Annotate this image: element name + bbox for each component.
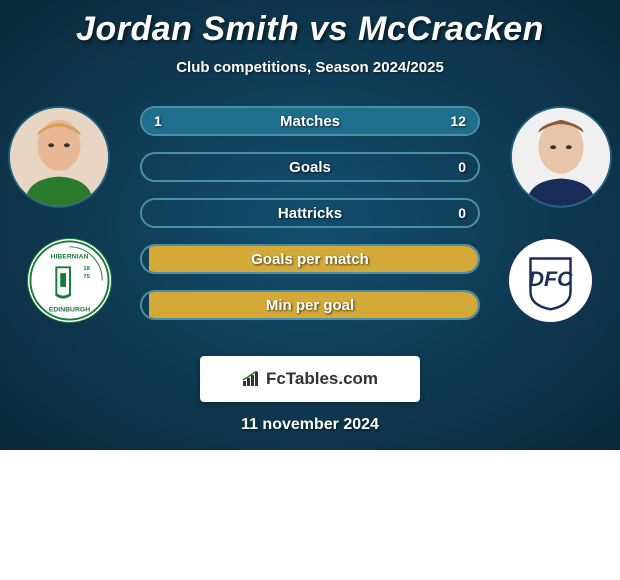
stat-label: Min per goal: [142, 292, 478, 318]
dundee-crest-icon: DFC: [509, 238, 592, 323]
content-area: HIBERNIAN 18 75 EDINBURGH DFC 112Matches…: [0, 106, 620, 346]
brand-text: FcTables.com: [242, 369, 378, 389]
stat-label: Matches: [142, 108, 478, 134]
stat-label: Goals per match: [142, 246, 478, 272]
chart-icon: [242, 371, 262, 387]
player-left-silhouette: [10, 108, 108, 206]
brand-badge: FcTables.com: [200, 356, 420, 402]
svg-text:75: 75: [83, 274, 90, 280]
club-left-logo: HIBERNIAN 18 75 EDINBURGH: [27, 238, 112, 323]
date-text: 11 november 2024: [0, 416, 620, 434]
brand-label: FcTables.com: [266, 369, 378, 389]
bottom-whitespace: [0, 450, 620, 580]
svg-text:HIBERNIAN: HIBERNIAN: [51, 254, 89, 261]
comparison-card: Jordan Smith vs McCracken Club competiti…: [0, 0, 620, 450]
stat-bars-container: 112Matches 0Goals 0Hattricks Goals per matc…: [140, 106, 480, 336]
svg-text:DFC: DFC: [528, 267, 573, 291]
stat-label: Goals: [142, 154, 478, 180]
player-right-avatar: [510, 106, 612, 208]
svg-text:EDINBURGH: EDINBURGH: [49, 306, 90, 313]
stat-bar-row: 0Hattricks: [140, 198, 480, 228]
subtitle: Club competitions, Season 2024/2025: [0, 59, 620, 76]
player-right-silhouette: [512, 108, 610, 206]
page-title: Jordan Smith vs McCracken: [0, 0, 620, 49]
stat-bar-row: Goals per match: [140, 244, 480, 274]
hibernian-crest-icon: HIBERNIAN 18 75 EDINBURGH: [28, 238, 111, 323]
stat-bar-row: Min per goal: [140, 290, 480, 320]
player-left-avatar: [8, 106, 110, 208]
club-right-logo: DFC: [508, 238, 593, 323]
stat-bar-row: 112Matches: [140, 106, 480, 136]
stat-bar-row: 0Goals: [140, 152, 480, 182]
stat-label: Hattricks: [142, 200, 478, 226]
svg-text:18: 18: [83, 266, 90, 272]
